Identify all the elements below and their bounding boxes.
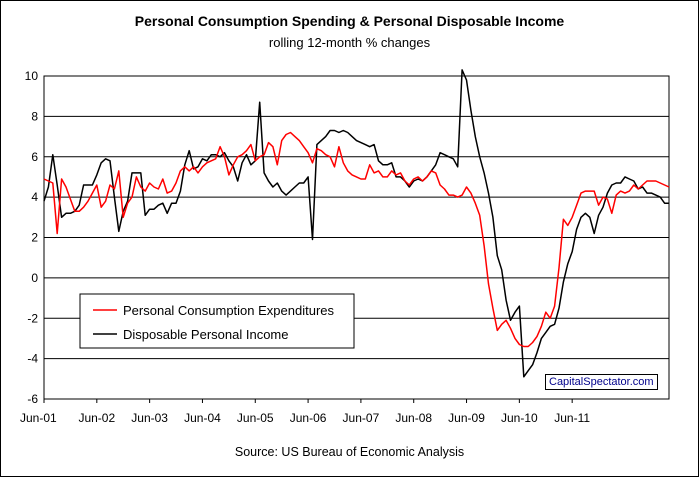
x-tick-label: Jun-01 <box>20 411 57 425</box>
legend-label-pce: Personal Consumption Expenditures <box>123 303 335 318</box>
x-tick-label: Jun-07 <box>343 411 380 425</box>
x-tick-label: Jun-05 <box>237 411 274 425</box>
y-tick-label: -6 <box>27 392 38 406</box>
chart-title: Personal Consumption Spending & Personal… <box>134 13 565 29</box>
x-tick-label: Jun-09 <box>448 411 485 425</box>
x-tick-label: Jun-02 <box>78 411 115 425</box>
x-tick-label: Jun-03 <box>131 411 168 425</box>
y-tick-label: 8 <box>31 109 38 123</box>
legend-label-dpi: Disposable Personal Income <box>123 327 288 342</box>
x-axis-ticks: Jun-01 Jun-02 Jun-03 Jun-04 Jun-05 Jun-06 Jun-… <box>20 399 590 425</box>
legend-box <box>79 293 355 349</box>
legend: Personal Consumption Expenditures Dispos… <box>79 293 355 349</box>
y-tick-label: 0 <box>31 271 38 285</box>
series-line-pce <box>43 131 670 348</box>
chart-subtitle: rolling 12-month % changes <box>268 35 431 50</box>
y-tick-label: 10 <box>25 69 39 83</box>
series-lines <box>43 69 670 378</box>
y-tick-label: 2 <box>31 231 38 245</box>
y-tick-label: -4 <box>27 352 38 366</box>
plot-area-border <box>43 75 670 400</box>
y-tick-label: 6 <box>31 150 38 164</box>
x-tick-label: Jun-06 <box>290 411 327 425</box>
watermark-label: CapitalSpectator.com <box>545 374 658 390</box>
y-axis-ticks: 10 8 6 4 2 0 -2 -4 -6 <box>25 69 39 406</box>
source-note: Source: US Bureau of Economic Analysis <box>234 445 465 459</box>
y-tick-label: -2 <box>27 311 38 325</box>
x-tick-label: Jun-11 <box>554 411 590 425</box>
x-tick-label: Jun-10 <box>501 411 538 425</box>
series-line-dpi <box>43 69 669 378</box>
y-tick-label: 4 <box>31 190 38 204</box>
x-tick-label: Jun-08 <box>395 411 432 425</box>
x-tick-label: Jun-04 <box>184 411 221 425</box>
